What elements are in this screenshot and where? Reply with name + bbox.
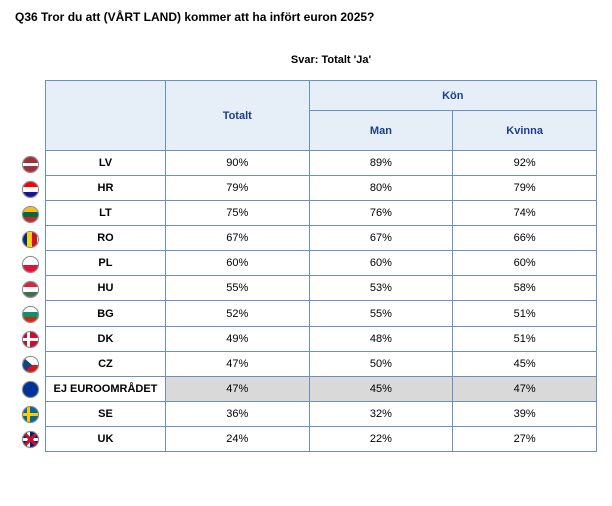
cell-totalt: 49% <box>165 326 309 351</box>
cell-totalt: 60% <box>165 251 309 276</box>
table-body: LV90%89%92%HR79%80%79%LT75%76%74%RO67%67… <box>46 151 597 452</box>
flag-cz-icon <box>22 356 39 373</box>
flag-se-icon <box>22 406 39 423</box>
table-wrap: Totalt Kön Man Kvinna LV90%89%92%HR79%80… <box>15 80 597 452</box>
table-row: CZ47%50%45% <box>46 351 597 376</box>
cell-totalt: 47% <box>165 376 309 401</box>
flag-cell <box>15 302 45 327</box>
cell-totalt: 79% <box>165 176 309 201</box>
flag-hr-icon <box>22 181 39 198</box>
row-label: SE <box>46 401 166 426</box>
data-table: Totalt Kön Man Kvinna LV90%89%92%HR79%80… <box>45 80 597 452</box>
cell-totalt: 55% <box>165 276 309 301</box>
flag-hu-icon <box>22 281 39 298</box>
cell-kvinna: 74% <box>453 201 597 226</box>
cell-totalt: 24% <box>165 426 309 451</box>
flag-cell <box>15 327 45 352</box>
flag-cell <box>15 277 45 302</box>
cell-man: 89% <box>309 151 453 176</box>
flag-uk-icon <box>22 431 39 448</box>
cell-totalt: 47% <box>165 351 309 376</box>
cell-kvinna: 79% <box>453 176 597 201</box>
flag-cell <box>15 227 45 252</box>
cell-man: 76% <box>309 201 453 226</box>
cell-man: 45% <box>309 376 453 401</box>
flag-bg-icon <box>22 306 39 323</box>
header-empty <box>46 81 166 151</box>
row-label: EJ EUROOMRÅDET <box>46 376 166 401</box>
row-label: LT <box>46 201 166 226</box>
cell-kvinna: 66% <box>453 226 597 251</box>
flag-cell <box>15 202 45 227</box>
table-row: EJ EUROOMRÅDET47%45%47% <box>46 376 597 401</box>
cell-man: 50% <box>309 351 453 376</box>
row-label: HR <box>46 176 166 201</box>
table-row: UK24%22%27% <box>46 426 597 451</box>
answer-title: Svar: Totalt 'Ja' <box>15 54 597 66</box>
flag-cell <box>15 427 45 452</box>
table-row: HU55%53%58% <box>46 276 597 301</box>
cell-man: 80% <box>309 176 453 201</box>
header-kvinna: Kvinna <box>453 111 597 151</box>
flag-cell <box>15 177 45 202</box>
row-label: DK <box>46 326 166 351</box>
row-label: CZ <box>46 351 166 376</box>
cell-kvinna: 60% <box>453 251 597 276</box>
flag-ro-icon <box>22 231 39 248</box>
cell-totalt: 52% <box>165 301 309 326</box>
table-row: PL60%60%60% <box>46 251 597 276</box>
cell-man: 55% <box>309 301 453 326</box>
cell-kvinna: 45% <box>453 351 597 376</box>
table-row: LT75%76%74% <box>46 201 597 226</box>
flag-cell <box>15 402 45 427</box>
flag-spacer <box>15 80 45 152</box>
cell-kvinna: 47% <box>453 376 597 401</box>
row-label: UK <box>46 426 166 451</box>
header-kon: Kön <box>309 81 596 111</box>
row-label: LV <box>46 151 166 176</box>
row-label: PL <box>46 251 166 276</box>
flag-lv-icon <box>22 156 39 173</box>
cell-man: 32% <box>309 401 453 426</box>
table-row: RO67%67%66% <box>46 226 597 251</box>
flags-column <box>15 80 45 452</box>
table-row: DK49%48%51% <box>46 326 597 351</box>
table-row: BG52%55%51% <box>46 301 597 326</box>
flag-dk-icon <box>22 331 39 348</box>
cell-kvinna: 51% <box>453 301 597 326</box>
cell-kvinna: 58% <box>453 276 597 301</box>
row-label: RO <box>46 226 166 251</box>
cell-man: 22% <box>309 426 453 451</box>
flag-pl-icon <box>22 256 39 273</box>
question-text: Q36 Tror du att (VÅRT LAND) kommer att h… <box>15 10 597 24</box>
header-man: Man <box>309 111 453 151</box>
cell-man: 53% <box>309 276 453 301</box>
cell-totalt: 67% <box>165 226 309 251</box>
table-row: LV90%89%92% <box>46 151 597 176</box>
row-label: HU <box>46 276 166 301</box>
flag-cell <box>15 352 45 377</box>
flag-lt-icon <box>22 206 39 223</box>
header-totalt: Totalt <box>165 81 309 151</box>
cell-man: 67% <box>309 226 453 251</box>
cell-totalt: 90% <box>165 151 309 176</box>
table-row: HR79%80%79% <box>46 176 597 201</box>
cell-man: 60% <box>309 251 453 276</box>
cell-totalt: 75% <box>165 201 309 226</box>
flag-cell <box>15 152 45 177</box>
row-label: BG <box>46 301 166 326</box>
flag-eu-icon <box>22 381 39 398</box>
cell-kvinna: 39% <box>453 401 597 426</box>
flag-cell <box>15 252 45 277</box>
cell-kvinna: 27% <box>453 426 597 451</box>
cell-kvinna: 51% <box>453 326 597 351</box>
cell-totalt: 36% <box>165 401 309 426</box>
table-row: SE36%32%39% <box>46 401 597 426</box>
flag-cell <box>15 377 45 402</box>
cell-man: 48% <box>309 326 453 351</box>
cell-kvinna: 92% <box>453 151 597 176</box>
